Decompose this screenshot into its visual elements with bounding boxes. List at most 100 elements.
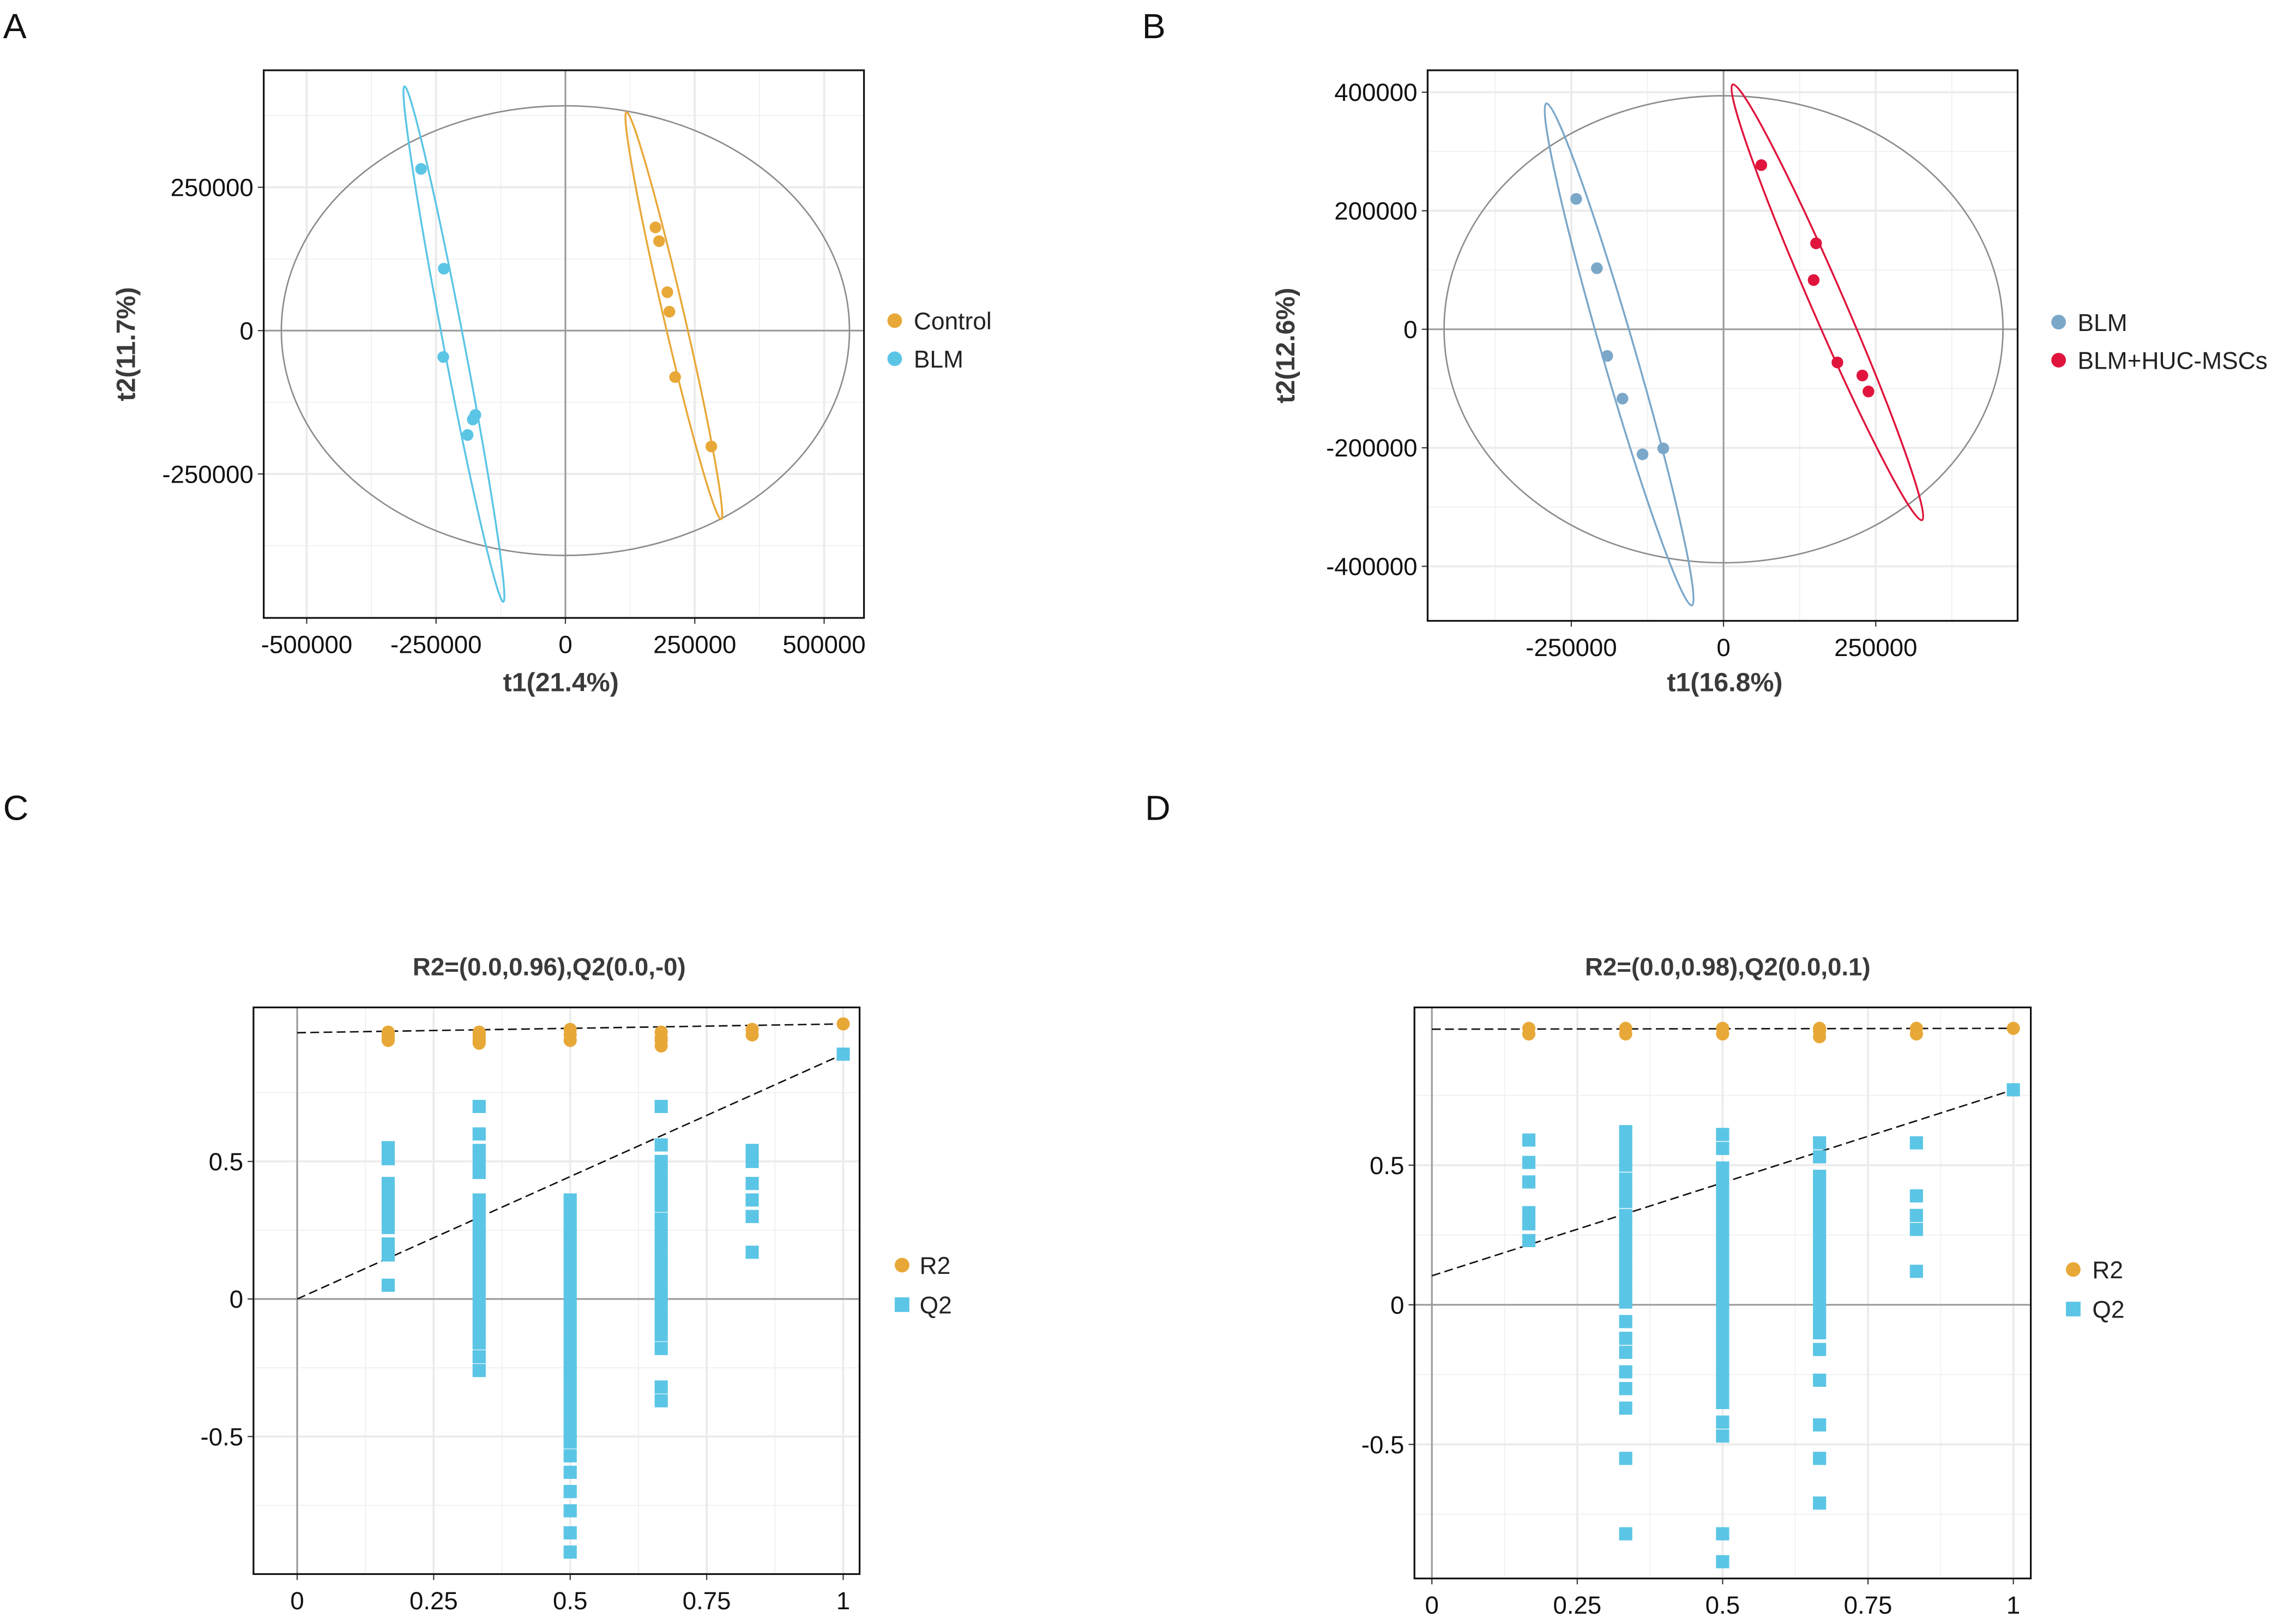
q2-point xyxy=(745,1210,759,1223)
data-point xyxy=(1616,393,1629,405)
y-tick-label: -200000 xyxy=(1326,434,1417,462)
data-point xyxy=(1591,262,1603,274)
q2-point xyxy=(654,1199,668,1212)
q2-point xyxy=(1619,1315,1632,1328)
x-tick-label: 0.25 xyxy=(1553,1591,1601,1618)
r2-point xyxy=(1813,1021,1827,1035)
q2-point xyxy=(654,1177,668,1190)
q2-point xyxy=(1813,1192,1827,1206)
x-tick-label: 0 xyxy=(1716,634,1730,661)
q2-point xyxy=(1522,1206,1536,1219)
y-tick-label: -0.5 xyxy=(201,1423,244,1451)
q2-point xyxy=(563,1270,577,1284)
y-tick-label: 250000 xyxy=(171,174,254,202)
x-tick-label: 1 xyxy=(2006,1591,2020,1618)
q2-point xyxy=(472,1248,486,1262)
panel-label-d: D xyxy=(1145,789,1171,828)
y-tick-label: 0 xyxy=(1403,316,1417,344)
q2-point xyxy=(472,1099,486,1114)
data-point xyxy=(1570,193,1582,205)
q2-point xyxy=(1813,1136,1827,1150)
q2-point xyxy=(1716,1351,1729,1365)
q2-point xyxy=(1619,1295,1632,1309)
legend-marker-r2 xyxy=(2066,1262,2081,1277)
data-point xyxy=(649,221,661,233)
q2-point xyxy=(745,1246,759,1259)
q2-point xyxy=(1716,1141,1729,1156)
q2-point xyxy=(1716,1161,1729,1175)
q2-point xyxy=(472,1193,486,1207)
q2-point xyxy=(472,1303,486,1317)
q2-point xyxy=(563,1347,577,1361)
q2-point xyxy=(563,1369,577,1383)
x-tick-label: 0.5 xyxy=(1706,1591,1740,1618)
q2-point xyxy=(472,1204,486,1218)
data-point xyxy=(705,440,718,453)
q2-point xyxy=(563,1424,577,1438)
q2-point xyxy=(1813,1203,1827,1217)
y-axis-title-b: t2(12.6%) xyxy=(1271,288,1300,404)
q2-point xyxy=(1813,1259,1827,1273)
x-tick-label: 250000 xyxy=(653,631,736,659)
q2-point xyxy=(1619,1231,1632,1244)
data-point xyxy=(1863,386,1875,398)
r2-point xyxy=(654,1025,668,1039)
data-point xyxy=(661,286,673,298)
plot-border xyxy=(263,69,865,619)
x-axis-title-b: t1(16.8%) xyxy=(1667,667,1782,697)
y-tick-label: -0.5 xyxy=(1361,1431,1405,1459)
q2-point xyxy=(1813,1214,1827,1228)
legend-label-control: Control xyxy=(914,308,992,335)
q2-point xyxy=(1619,1402,1632,1415)
data-point xyxy=(1657,442,1670,454)
q2-point xyxy=(563,1358,577,1372)
x-tick-label: 0 xyxy=(1425,1591,1438,1618)
q2-point xyxy=(1813,1292,1827,1306)
q2-point xyxy=(381,1152,395,1165)
q2-point xyxy=(563,1435,577,1449)
q2-point xyxy=(381,1177,395,1190)
r2-point xyxy=(2006,1021,2020,1035)
q2-point xyxy=(1813,1225,1827,1239)
q2-point xyxy=(472,1325,486,1339)
q2-point xyxy=(563,1391,577,1405)
y-tick-label: 0.5 xyxy=(1370,1152,1404,1180)
chart-panel-a: -500000 -250000 0 250000 500000 -250000 0 25000… xyxy=(162,69,866,659)
q2-point xyxy=(1619,1382,1632,1396)
legend-marker-blm xyxy=(887,351,902,366)
legend-label-blm: BLM xyxy=(914,346,963,373)
r2-point xyxy=(1716,1021,1729,1035)
q2-point xyxy=(1813,1150,1827,1164)
data-point xyxy=(415,163,427,175)
x-axis-title-a: t1(21.4%) xyxy=(503,667,619,697)
plot-background xyxy=(263,70,864,618)
q2-point xyxy=(472,1127,486,1141)
q2-point xyxy=(1813,1343,1827,1356)
x-tick-label: 0.5 xyxy=(553,1587,587,1615)
q2-point xyxy=(1619,1195,1632,1208)
q2-point xyxy=(472,1270,486,1284)
q2-point xyxy=(472,1154,486,1168)
y-tick-label: 400000 xyxy=(1334,79,1417,106)
data-point xyxy=(1831,356,1843,369)
q2-point xyxy=(1716,1340,1729,1354)
data-point xyxy=(467,413,479,426)
q2-point xyxy=(563,1526,577,1539)
q2-point xyxy=(1716,1415,1729,1429)
x-tick-label: 0 xyxy=(558,631,572,659)
q2-point xyxy=(1522,1234,1536,1247)
q2-point xyxy=(654,1328,668,1342)
r2-point xyxy=(1619,1021,1632,1035)
q2-point xyxy=(381,1188,395,1201)
q2-point xyxy=(563,1325,577,1339)
q2-point xyxy=(654,1188,668,1201)
q2-point xyxy=(472,1226,486,1240)
q2-point xyxy=(1716,1284,1729,1298)
x-tick-label: 0.25 xyxy=(409,1587,458,1615)
q2-point xyxy=(1522,1175,1536,1189)
legend-label-q2: Q2 xyxy=(920,1292,952,1319)
y-tick-label: 0 xyxy=(230,1285,243,1313)
q2-point xyxy=(654,1165,668,1180)
q2-point xyxy=(563,1449,577,1463)
q2-point xyxy=(1909,1223,1923,1236)
